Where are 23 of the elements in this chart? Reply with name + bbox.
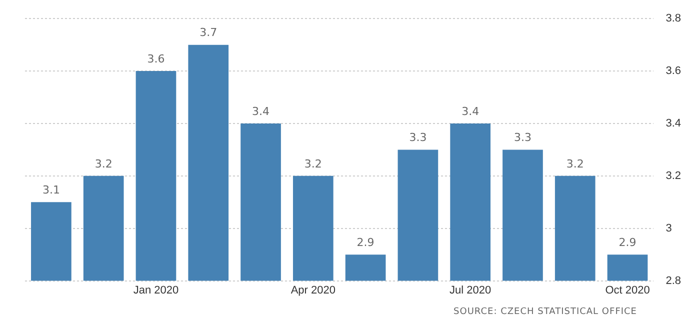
data-label: 3.6 (147, 52, 165, 66)
x-tick-label: Apr 2020 (290, 284, 336, 296)
y-tick-label: 3.6 (666, 65, 682, 78)
data-label: 3.3 (514, 131, 532, 144)
y-tick-label: 3.2 (666, 170, 682, 182)
x-tick-label: Oct 2020 (605, 284, 650, 296)
y-tick-label: 3.4 (666, 118, 682, 130)
y-tick-label: 2.8 (666, 274, 682, 287)
y-tick-label: 3 (666, 222, 672, 234)
source-note: SOURCE: CZECH STATISTICAL OFFICE (454, 307, 637, 317)
data-label: 3.4 (252, 104, 270, 118)
data-label: 3.1 (42, 184, 60, 196)
data-label: 2.9 (356, 236, 374, 249)
data-label: 3.2 (94, 157, 112, 170)
data-label: 3.2 (304, 157, 322, 170)
data-label: 2.9 (618, 236, 636, 249)
x-tick-label: Jan 2020 (133, 284, 179, 296)
data-label: 3.3 (409, 131, 427, 144)
data-label: 3.7 (200, 26, 218, 40)
x-tick-label: Jul 2020 (450, 284, 492, 296)
y-tick-label: 3.8 (666, 12, 682, 25)
data-label: 3.2 (566, 157, 584, 170)
data-label: 3.4 (462, 104, 480, 118)
